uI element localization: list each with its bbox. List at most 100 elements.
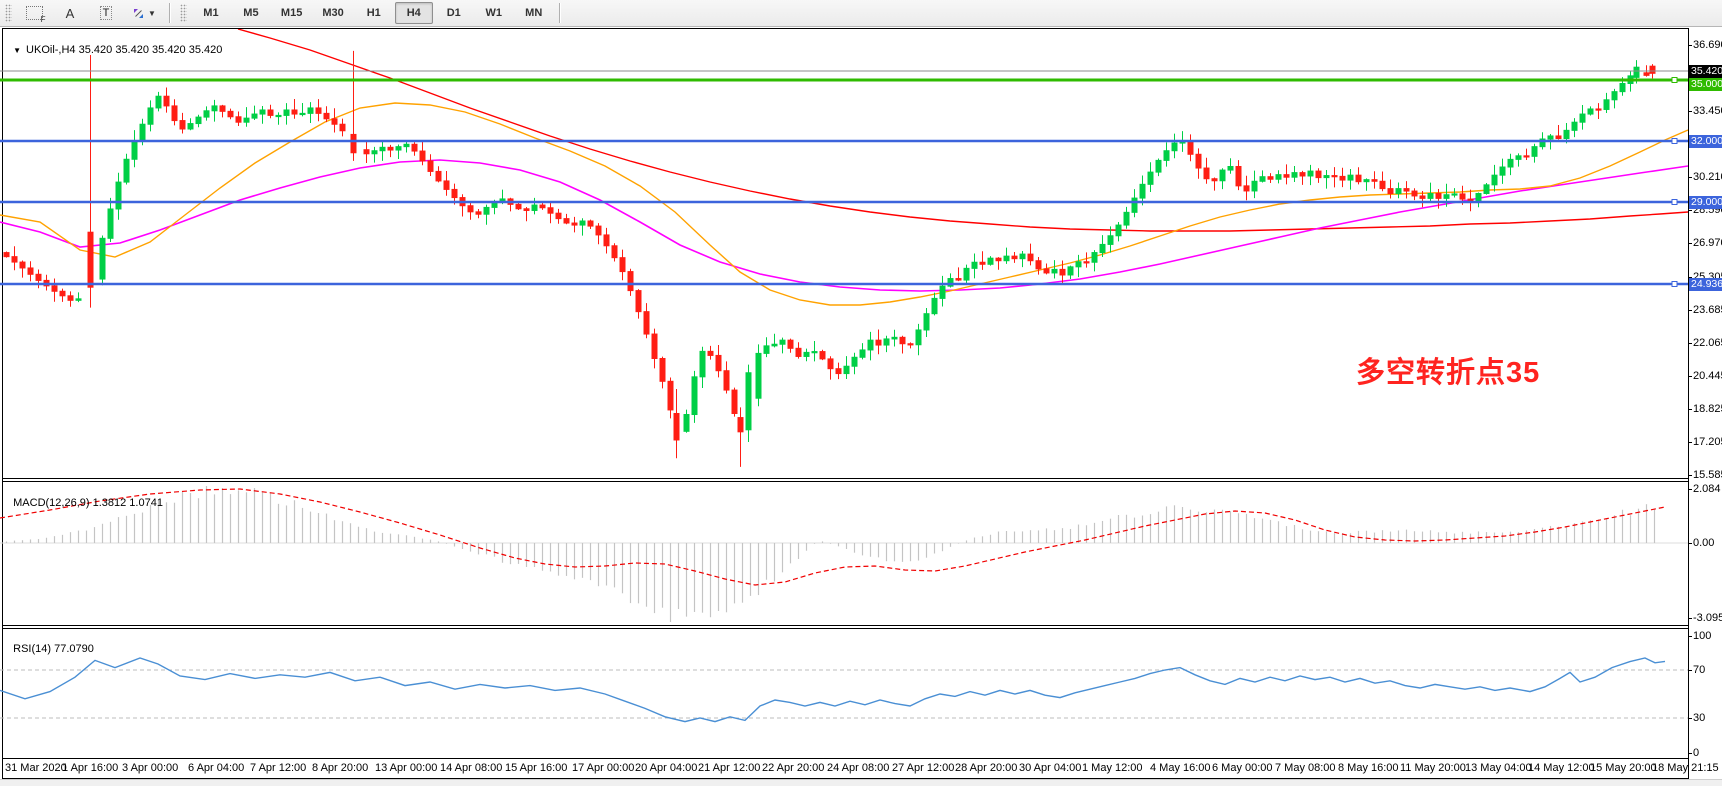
chart-border-left	[2, 28, 3, 778]
date-label: 20 Apr 04:00	[635, 762, 698, 774]
date-label: 14 May 12:00	[1528, 762, 1595, 774]
timeframe-button-m5[interactable]: M5	[243, 7, 259, 19]
price-axis-label: 36.690	[1693, 39, 1722, 51]
timeframe-button-m15[interactable]: M15	[280, 7, 303, 19]
cursor-tool-button[interactable]: ▼	[125, 2, 163, 24]
price-axis-label: 17.205	[1693, 436, 1722, 448]
window-bottom-strip	[0, 779, 1722, 786]
timeframe-button-d1[interactable]: D1	[446, 7, 461, 19]
price-axis-tick	[1688, 45, 1692, 46]
date-label: 28 Apr 20:00	[955, 762, 1018, 774]
chevron-down-icon: ▼	[148, 8, 156, 18]
toolbar-separator-2	[558, 3, 561, 23]
date-label: 8 May 16:00	[1338, 762, 1399, 774]
splitter-macd-rsi-2[interactable]	[2, 628, 1688, 629]
date-label: 18 May 21:15	[1652, 762, 1719, 774]
timeframe-button-h4[interactable]: H4	[394, 2, 433, 24]
chart-border-bottom	[2, 778, 1689, 779]
price-marker-24.936: 24.936	[1689, 277, 1722, 291]
price-axis-label: 33.450	[1693, 105, 1722, 117]
price-marker-35.000: 35.000	[1689, 77, 1722, 91]
indicator-axis-tick	[1688, 618, 1692, 619]
date-label: 13 May 04:00	[1465, 762, 1532, 774]
chart-border-right	[1688, 28, 1689, 778]
fibonacci-tool-button[interactable]: F	[17, 2, 51, 24]
price-axis-tick	[1688, 177, 1692, 178]
splitter-main-macd[interactable]	[2, 478, 1688, 479]
price-axis-label: 30.210	[1693, 171, 1722, 183]
indicator-axis-label: 0.00	[1693, 537, 1715, 549]
toolbar-grip-2[interactable]	[179, 4, 187, 22]
indicator-axis-label: 70	[1693, 664, 1706, 676]
fibonacci-icon: F	[25, 6, 46, 24]
indicator-axis-label: 2.084	[1693, 483, 1721, 495]
date-label: 4 May 16:00	[1150, 762, 1211, 774]
price-axis-label: 22.065	[1693, 337, 1722, 349]
price-axis-tick	[1688, 210, 1692, 211]
date-label: 6 May 00:00	[1212, 762, 1273, 774]
text-icon: A	[65, 5, 75, 21]
toolbar-separator	[168, 3, 171, 23]
date-label: 15 Apr 16:00	[505, 762, 568, 774]
indicator-axis-tick	[1688, 636, 1692, 637]
date-label: 24 Apr 08:00	[827, 762, 890, 774]
date-label: 30 Apr 04:00	[1019, 762, 1082, 774]
indicator-axis-label: -3.0957	[1693, 612, 1722, 624]
indicator-axis-label: 30	[1693, 712, 1706, 724]
text-tool-button[interactable]: A	[53, 2, 87, 24]
date-label: 14 Apr 08:00	[440, 762, 503, 774]
price-axis-label: 20.445	[1693, 370, 1722, 382]
indicator-axis-tick	[1688, 753, 1692, 754]
price-axis-tick	[1688, 409, 1692, 410]
chart-border-top	[2, 28, 1689, 29]
rsi-chart[interactable]	[0, 629, 1688, 758]
text-label-tool-button[interactable]: T	[89, 2, 123, 24]
date-label: 27 Apr 12:00	[892, 762, 955, 774]
date-label: 1 Apr 16:00	[62, 762, 119, 774]
timeframe-button-m1[interactable]: M1	[203, 7, 219, 19]
price-axis-tick	[1688, 310, 1692, 311]
splitter-macd-rsi[interactable]	[2, 625, 1688, 626]
splitter-main-macd-2[interactable]	[2, 481, 1688, 482]
date-label: 13 Apr 00:00	[375, 762, 438, 774]
chevron-down-icon[interactable]: ▼	[13, 46, 22, 55]
rsi-label: RSI(14) 77.0790	[13, 643, 94, 655]
annotation-text: 多空转折点35	[1356, 357, 1541, 389]
date-label: 8 Apr 20:00	[312, 762, 369, 774]
timeframe-button-m30[interactable]: M30	[322, 7, 344, 19]
price-axis-tick	[1688, 376, 1692, 377]
toolbar: F A T ▼ M1 M5 M15 M30 H1 H4 D1 W1 MN	[0, 0, 1722, 27]
price-axis-label: 23.685	[1693, 304, 1722, 316]
ohlc-values: 35.420 35.420 35.420 35.420	[78, 44, 223, 56]
price-axis-label: 15.585	[1693, 469, 1722, 481]
indicator-axis-label: 0	[1693, 747, 1700, 759]
price-marker-29.000: 29.000	[1689, 195, 1722, 209]
timeframe-button-h1[interactable]: H1	[366, 7, 381, 19]
price-marker-32.000: 32.000	[1689, 134, 1722, 148]
price-chart[interactable]	[0, 29, 1688, 478]
indicator-axis-tick	[1688, 489, 1692, 490]
price-marker-35.420: 35.420	[1689, 64, 1722, 78]
date-label: 7 May 08:00	[1275, 762, 1336, 774]
macd-chart[interactable]	[0, 482, 1688, 625]
macd-values: 1.3812 1.0741	[92, 497, 163, 509]
chart-title: ▼ UKOil-,H4 35.420 35.420 35.420 35.420	[7, 32, 222, 56]
rsi-value: 77.0790	[54, 643, 94, 655]
date-label: 31 Mar 2020	[5, 762, 67, 774]
price-axis-tick	[1688, 475, 1692, 476]
date-label: 1 May 12:00	[1082, 762, 1143, 774]
date-label: 21 Apr 12:00	[698, 762, 761, 774]
timeframe-group: M1 M5 M15 M30 H1 H4 D1 W1 MN	[192, 2, 553, 24]
indicator-axis-tick	[1688, 718, 1692, 719]
price-axis-tick	[1688, 243, 1692, 244]
timeframe-button-mn[interactable]: MN	[525, 7, 543, 19]
price-axis-label: 25.305	[1693, 272, 1722, 283]
date-label: 22 Apr 20:00	[762, 762, 825, 774]
timeframe-button-w1[interactable]: W1	[485, 7, 502, 19]
price-axis-label: 18.825	[1693, 403, 1722, 415]
indicator-axis-tick	[1688, 543, 1692, 544]
date-label: 6 Apr 04:00	[188, 762, 245, 774]
symbol-period-label: UKOil-,H4	[26, 44, 76, 56]
date-label: 15 May 20:00	[1590, 762, 1657, 774]
toolbar-grip[interactable]	[5, 4, 12, 22]
